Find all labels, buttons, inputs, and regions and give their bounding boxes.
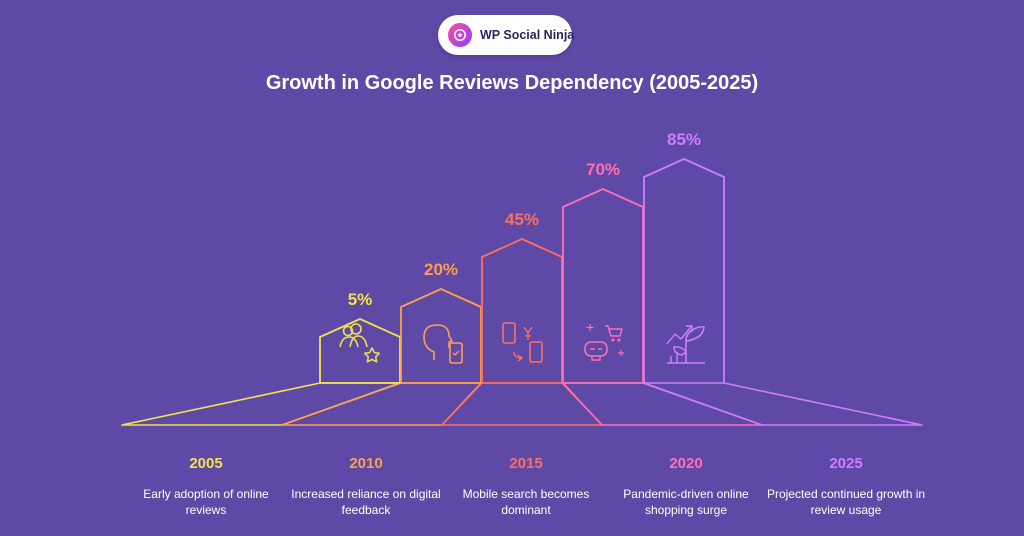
description-2015: Mobile search becomes dominant [462,487,590,517]
bar-2020 [562,188,644,384]
description-2010: Increased reliance on digital feedback [291,487,441,517]
year-label-2020: 2020 [669,455,703,472]
floor-segment-2010 [281,382,482,426]
chart-title: Growth in Google Reviews Dependency (200… [265,72,759,94]
year-label-2010: 2010 [349,455,383,472]
mobile-payment-icon [502,322,543,363]
brand-badge: WP Social Ninja [438,15,575,55]
bar-2025 [643,158,725,383]
brand-logo-icon [448,23,472,47]
floor-segment-2015 [441,382,603,426]
year-label-2015: 2015 [509,455,543,472]
description-2020: Pandemic-driven online shopping surge [623,487,749,517]
value-label-2005: 5% [348,290,373,309]
brand-name: WP Social Ninja [480,28,575,42]
vr-shopping-icon [584,324,624,361]
head-phone-icon [423,324,463,364]
bar-2005 [319,318,401,384]
users-star-icon [339,323,381,363]
floor-segment-2005 [121,382,401,426]
floor-segment-2025 [643,382,923,426]
value-label-2020: 70% [586,160,620,179]
description-2025: Projected continued growth in review usa… [766,487,926,517]
year-label-2005: 2005 [189,455,223,472]
value-label-2010: 20% [424,260,458,279]
year-label-2025: 2025 [829,455,863,472]
bar-2010 [400,288,482,384]
value-label-2025: 85% [667,130,701,149]
bar-2015 [481,238,563,384]
value-label-2015: 45% [505,210,539,229]
growth-plant-icon [666,325,705,364]
description-2005: Early adoption of online reviews [143,487,269,517]
